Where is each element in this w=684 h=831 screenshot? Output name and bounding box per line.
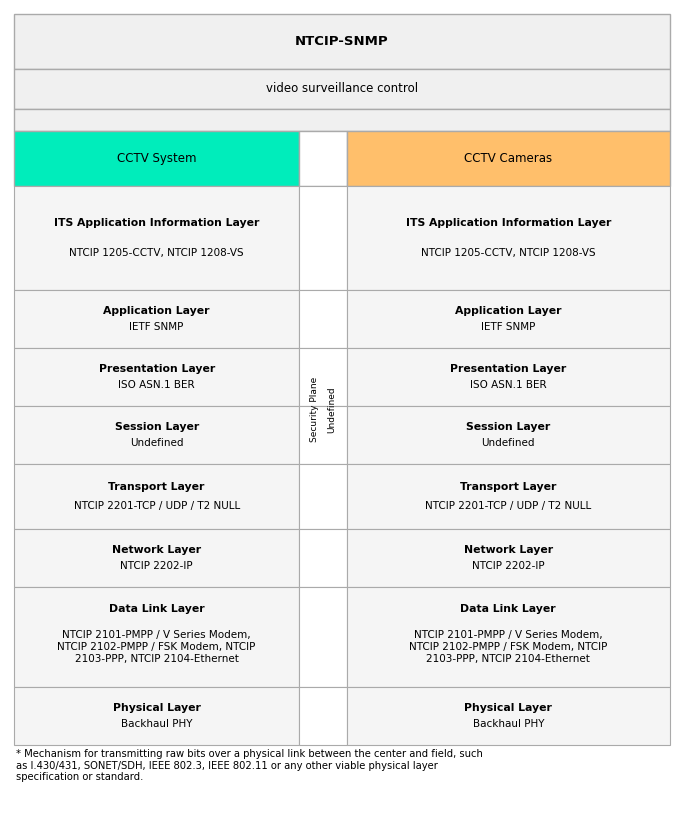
Bar [14,109,670,131]
Bar [14,529,300,587]
Text: * Mechanism for transmitting raw bits over a physical link between the center an: * Mechanism for transmitting raw bits ov… [16,749,483,782]
Bar [300,348,347,406]
Text: NTCIP 2201-TCP / UDP / T2 NULL: NTCIP 2201-TCP / UDP / T2 NULL [74,500,240,510]
Bar [347,687,670,745]
Bar [14,348,300,406]
Text: Session Layer: Session Layer [466,421,551,431]
Bar [300,464,347,529]
Bar [300,131,347,186]
Bar [347,348,670,406]
Bar [14,131,300,186]
Text: Data Link Layer: Data Link Layer [460,604,556,614]
Text: ISO ASN.1 BER: ISO ASN.1 BER [470,380,547,390]
Text: Undefined: Undefined [130,438,183,448]
Text: NTCIP 2202-IP: NTCIP 2202-IP [120,561,193,571]
Text: NTCIP-SNMP: NTCIP-SNMP [295,35,389,48]
Bar [347,186,670,290]
Text: Network Layer: Network Layer [464,545,553,555]
Text: Presentation Layer: Presentation Layer [450,364,566,374]
Text: Data Link Layer: Data Link Layer [109,604,205,614]
Bar [300,687,347,745]
Text: Undefined: Undefined [482,438,535,448]
Bar [347,131,670,186]
Bar [14,587,300,687]
Bar [300,406,347,464]
Text: Application Layer: Application Layer [455,306,562,316]
Text: Session Layer: Session Layer [114,421,199,431]
Text: IETF SNMP: IETF SNMP [481,322,536,332]
Text: NTCIP 1205-CCTV, NTCIP 1208-VS: NTCIP 1205-CCTV, NTCIP 1208-VS [421,248,596,258]
Bar [347,529,670,587]
Text: Physical Layer: Physical Layer [464,703,552,713]
Bar [14,186,300,290]
Text: Transport Layer: Transport Layer [460,482,557,492]
Text: Application Layer: Application Layer [103,306,210,316]
Text: Network Layer: Network Layer [112,545,201,555]
Text: Backhaul PHY: Backhaul PHY [473,719,544,729]
Text: NTCIP 2201-TCP / UDP / T2 NULL: NTCIP 2201-TCP / UDP / T2 NULL [425,500,592,510]
Bar [14,14,670,69]
Bar [300,186,347,290]
Text: NTCIP 1205-CCTV, NTCIP 1208-VS: NTCIP 1205-CCTV, NTCIP 1208-VS [69,248,244,258]
Text: ISO ASN.1 BER: ISO ASN.1 BER [118,380,195,390]
Text: ITS Application Information Layer: ITS Application Information Layer [406,219,611,229]
Bar [300,587,347,687]
Bar [14,687,300,745]
Text: ITS Application Information Layer: ITS Application Information Layer [54,219,259,229]
Text: NTCIP 2101-PMPP / V Series Modem,
NTCIP 2102-PMPP / FSK Modem, NTCIP
2103-PPP, N: NTCIP 2101-PMPP / V Series Modem, NTCIP … [409,631,607,664]
Bar [14,290,300,348]
Text: IETF SNMP: IETF SNMP [129,322,184,332]
Text: Presentation Layer: Presentation Layer [98,364,215,374]
Bar [300,529,347,587]
Text: NTCIP 2202-IP: NTCIP 2202-IP [472,561,544,571]
Text: Backhaul PHY: Backhaul PHY [121,719,192,729]
Bar [347,587,670,687]
Text: CCTV Cameras: CCTV Cameras [464,152,553,165]
Text: Security Plane: Security Plane [310,377,319,442]
Bar [14,464,300,529]
Text: video surveillance control: video surveillance control [266,82,418,96]
Text: Transport Layer: Transport Layer [109,482,205,492]
Bar [347,290,670,348]
Text: Physical Layer: Physical Layer [113,703,200,713]
Bar [14,69,670,109]
Bar [347,406,670,464]
Bar [347,464,670,529]
Bar [300,290,347,348]
Text: Undefined: Undefined [327,386,336,433]
Text: CCTV System: CCTV System [117,152,196,165]
Text: NTCIP 2101-PMPP / V Series Modem,
NTCIP 2102-PMPP / FSK Modem, NTCIP
2103-PPP, N: NTCIP 2101-PMPP / V Series Modem, NTCIP … [57,631,256,664]
Bar [14,406,300,464]
